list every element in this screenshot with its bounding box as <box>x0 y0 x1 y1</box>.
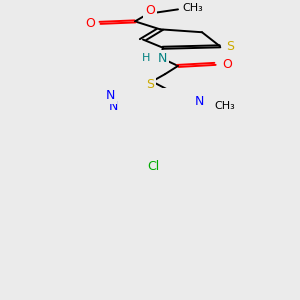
Text: O: O <box>85 17 95 30</box>
Text: H: H <box>142 53 150 63</box>
Text: S: S <box>226 40 234 53</box>
Text: N: N <box>105 89 115 102</box>
Text: S: S <box>146 79 154 92</box>
Text: CH₃: CH₃ <box>214 101 236 111</box>
Text: Cl: Cl <box>147 160 159 172</box>
Text: O: O <box>222 58 232 71</box>
Text: O: O <box>145 4 155 17</box>
Text: CH₃: CH₃ <box>183 4 203 14</box>
Text: N: N <box>108 100 118 112</box>
Text: N: N <box>194 95 204 108</box>
Text: N: N <box>157 52 167 64</box>
